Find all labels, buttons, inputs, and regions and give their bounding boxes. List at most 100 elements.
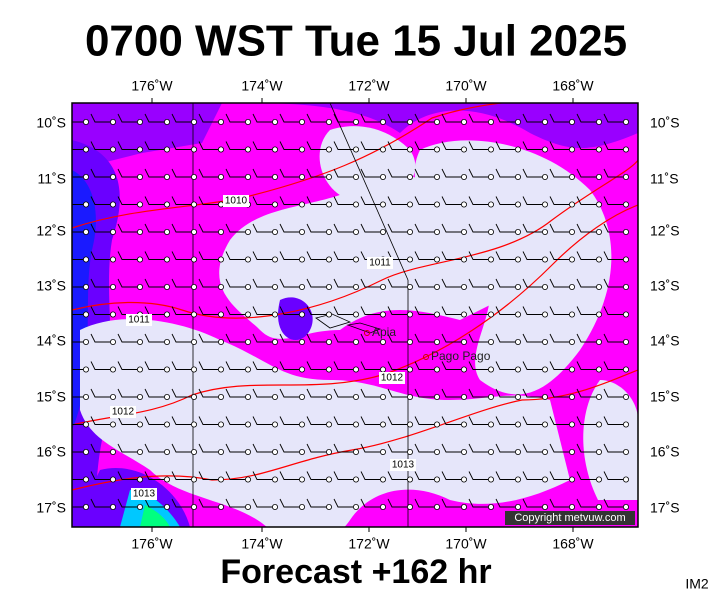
barb-station (542, 393, 549, 400)
barb-station (596, 476, 603, 483)
wind-barb (360, 223, 383, 233)
wind-barb (279, 168, 302, 178)
barb-station (487, 393, 494, 400)
wind-barb (72, 396, 86, 398)
wind-barb (522, 223, 545, 233)
barb-station (487, 311, 494, 318)
barb-station (325, 311, 332, 318)
wind-barb (252, 141, 275, 150)
wind-barb (495, 361, 518, 370)
barb-station (217, 448, 224, 455)
wind-barb (306, 333, 329, 343)
barb-station (433, 448, 440, 455)
wind-barb (603, 141, 626, 150)
barb-station (460, 503, 467, 510)
barb-station (623, 283, 630, 290)
barb-station (163, 201, 170, 208)
barb-station (110, 421, 117, 428)
barb-station (298, 476, 305, 483)
wind-barb (117, 223, 140, 233)
wind-barb (252, 223, 275, 233)
barb-station (515, 503, 522, 510)
barb-station (379, 393, 386, 400)
barb-station (83, 256, 90, 263)
barb-station (542, 311, 549, 318)
wind-barb (144, 223, 167, 233)
barb-station (596, 338, 603, 345)
wind-barb (225, 498, 248, 508)
barb-station (515, 228, 522, 235)
wind-barb (360, 416, 383, 425)
wind-barb (252, 251, 275, 260)
barb-station (83, 283, 90, 290)
barb-station (623, 146, 630, 153)
barb-station (136, 173, 143, 180)
barb-station (460, 476, 467, 483)
wind-barb (360, 333, 383, 343)
forecast-label: Forecast +162 hr (220, 553, 491, 591)
place-marker (364, 330, 370, 336)
barb-station (298, 228, 305, 235)
wind-barb (225, 223, 248, 233)
barb-station (325, 503, 332, 510)
barb-station (487, 119, 494, 126)
barb-station (487, 228, 494, 235)
wind-barb (252, 416, 275, 425)
barb-station (623, 476, 630, 483)
wind-barb (333, 361, 356, 370)
barb-station (136, 256, 143, 263)
lat-label-left: 15˚S (36, 389, 66, 405)
wind-barb (576, 223, 599, 233)
wind-barb (441, 196, 464, 205)
barb-station (271, 503, 278, 510)
wind-barb (576, 388, 599, 398)
lat-label-right: 16˚S (650, 444, 680, 460)
barb-station (569, 311, 576, 318)
barb-station (406, 228, 413, 235)
barb-station (623, 421, 630, 428)
wind-barb (360, 471, 383, 480)
barb-station (596, 256, 603, 263)
wind-barb (441, 141, 464, 150)
wind-barb (360, 498, 383, 508)
barb-station (487, 146, 494, 153)
barb-station (190, 311, 197, 318)
wind-barb (171, 168, 194, 178)
wind-barb (117, 113, 140, 123)
barb-station (406, 366, 413, 373)
barb-station (569, 476, 576, 483)
isobar-label: 1012 (112, 407, 135, 418)
wind-barb (333, 278, 356, 288)
wind-barb (441, 251, 464, 260)
wind-barb (522, 278, 545, 288)
wind-barb (549, 306, 572, 315)
barb-station (244, 173, 251, 180)
barb-station (325, 146, 332, 153)
wind-barb (549, 333, 572, 343)
wind-barb (468, 443, 491, 453)
wind-barb (576, 498, 599, 508)
wind-barb (171, 333, 194, 343)
barb-station (244, 228, 251, 235)
wind-barb (333, 498, 356, 508)
barb-station (110, 146, 117, 153)
wind-barb (576, 278, 599, 288)
wind-barb (279, 278, 302, 288)
barb-station (244, 146, 251, 153)
lat-label-right: 13˚S (650, 278, 680, 294)
lat-label-right: 17˚S (650, 500, 680, 516)
wind-barb (441, 388, 464, 398)
lon-label-top: 170˚W (445, 78, 487, 94)
barb-station (298, 366, 305, 373)
barb-station (271, 476, 278, 483)
wind-barb (414, 416, 437, 425)
wind-barb (522, 471, 545, 480)
wind-barb (495, 168, 518, 178)
barb-station (217, 173, 224, 180)
barb-station (542, 146, 549, 153)
barb-station (623, 448, 630, 455)
wind-barb (171, 498, 194, 508)
wind-barb (225, 113, 248, 123)
barb-station (110, 311, 117, 318)
barb-station (190, 119, 197, 126)
